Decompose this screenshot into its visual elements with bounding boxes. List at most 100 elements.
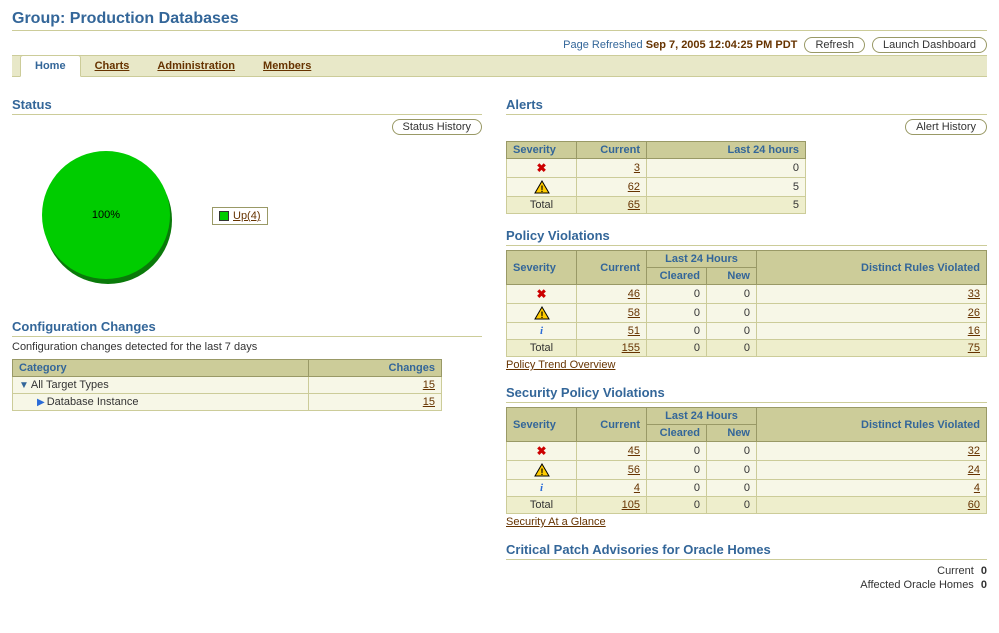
security-total-distinct[interactable]: 60 xyxy=(968,499,980,511)
policy-row-info: i 51 0 0 16 xyxy=(507,323,987,340)
alerts-crit-current[interactable]: 3 xyxy=(634,162,640,174)
security-table: Severity Current Last 24 Hours Distinct … xyxy=(506,407,987,514)
security-row-info: i 4 0 0 4 xyxy=(507,480,987,497)
alerts-total-current[interactable]: 65 xyxy=(628,199,640,211)
security-crit-distinct[interactable]: 32 xyxy=(968,445,980,457)
security-total-cleared: 0 xyxy=(647,497,707,514)
security-row-warning: ! 56 0 0 24 xyxy=(507,461,987,480)
policy-warn-cleared: 0 xyxy=(647,304,707,323)
security-total-current[interactable]: 105 xyxy=(622,499,640,511)
policy-total-distinct[interactable]: 75 xyxy=(968,342,980,354)
policy-info-new: 0 xyxy=(707,323,757,340)
policy-col-distinct: Distinct Rules Violated xyxy=(757,251,987,285)
tab-administration[interactable]: Administration xyxy=(143,56,249,76)
launch-dashboard-button[interactable]: Launch Dashboard xyxy=(872,37,987,53)
policy-info-cleared: 0 xyxy=(647,323,707,340)
alerts-row-critical: ✖ 3 0 xyxy=(507,159,806,178)
security-info-distinct[interactable]: 4 xyxy=(974,482,980,494)
security-col-cleared: Cleared xyxy=(647,425,707,442)
alerts-col-last24: Last 24 hours xyxy=(647,142,806,159)
alerts-crit-last24: 0 xyxy=(647,159,806,178)
tab-charts[interactable]: Charts xyxy=(81,56,144,76)
policy-total-new: 0 xyxy=(707,340,757,357)
config-row-all-value[interactable]: 15 xyxy=(423,379,435,391)
policy-trend-link[interactable]: Policy Trend Overview xyxy=(506,359,615,371)
tab-home[interactable]: Home xyxy=(20,55,81,77)
policy-info-distinct[interactable]: 16 xyxy=(968,325,980,337)
status-pie-label: 100% xyxy=(42,151,170,279)
config-row-all: ▼All Target Types 15 xyxy=(13,377,442,394)
security-row-critical: ✖ 45 0 0 32 xyxy=(507,442,987,461)
alerts-total-label: Total xyxy=(507,197,577,214)
policy-col-new: New xyxy=(707,268,757,285)
security-info-current[interactable]: 4 xyxy=(634,482,640,494)
security-crit-new: 0 xyxy=(707,442,757,461)
security-warn-current[interactable]: 56 xyxy=(628,464,640,476)
alerts-row-warning: ! 62 5 xyxy=(507,178,806,197)
security-glance-link[interactable]: Security At a Glance xyxy=(506,516,606,528)
svg-text:!: ! xyxy=(540,467,543,477)
page-refreshed-ts: Sep 7, 2005 12:04:25 PM PDT xyxy=(646,39,798,51)
config-row-db-label: Database Instance xyxy=(47,396,139,408)
alerts-warn-last24: 5 xyxy=(647,178,806,197)
alerts-total-last24: 5 xyxy=(647,197,806,214)
security-info-new: 0 xyxy=(707,480,757,497)
security-total-label: Total xyxy=(507,497,577,514)
info-icon: i xyxy=(540,482,543,494)
security-col-distinct: Distinct Rules Violated xyxy=(757,408,987,442)
patch-homes-label: Affected Oracle Homes xyxy=(860,579,974,591)
status-legend: Up(4) xyxy=(212,207,268,225)
patch-title: Critical Patch Advisories for Oracle Hom… xyxy=(506,542,987,560)
policy-col-cleared: Cleared xyxy=(647,268,707,285)
alerts-title: Alerts xyxy=(506,97,987,115)
policy-crit-current[interactable]: 46 xyxy=(628,288,640,300)
policy-total-label: Total xyxy=(507,340,577,357)
policy-row-warning: ! 58 0 0 26 xyxy=(507,304,987,323)
security-crit-current[interactable]: 45 xyxy=(628,445,640,457)
alerts-table: Severity Current Last 24 hours ✖ 3 0 ! 6… xyxy=(506,141,806,214)
policy-total-cleared: 0 xyxy=(647,340,707,357)
status-legend-link[interactable]: Up(4) xyxy=(233,210,261,222)
policy-col-current: Current xyxy=(577,251,647,285)
security-col-current: Current xyxy=(577,408,647,442)
page-title: Group: Production Databases xyxy=(12,10,987,31)
status-legend-swatch xyxy=(219,211,229,221)
policy-grp-last24: Last 24 Hours xyxy=(647,251,757,268)
warning-icon: ! xyxy=(534,463,550,477)
config-changes-title: Configuration Changes xyxy=(12,319,482,337)
security-warn-cleared: 0 xyxy=(647,461,707,480)
tree-collapse-icon[interactable]: ▼ xyxy=(19,380,29,391)
warning-icon: ! xyxy=(534,306,550,320)
security-warn-distinct[interactable]: 24 xyxy=(968,464,980,476)
alerts-row-total: Total 65 5 xyxy=(507,197,806,214)
config-row-db: ▶Database Instance 15 xyxy=(13,394,442,411)
security-grp-last24: Last 24 Hours xyxy=(647,408,757,425)
alerts-warn-current[interactable]: 62 xyxy=(628,181,640,193)
policy-warn-current[interactable]: 58 xyxy=(628,307,640,319)
security-col-severity: Severity xyxy=(507,408,577,442)
status-pie-chart: 100% Up(4) xyxy=(12,141,482,291)
policy-total-current[interactable]: 155 xyxy=(622,342,640,354)
patch-current-value: 0 xyxy=(981,565,987,577)
critical-icon: ✖ xyxy=(536,444,546,458)
config-col-category: Category xyxy=(13,360,309,377)
policy-crit-distinct[interactable]: 33 xyxy=(968,288,980,300)
tab-members[interactable]: Members xyxy=(249,56,325,76)
refresh-bar: Page Refreshed Sep 7, 2005 12:04:25 PM P… xyxy=(12,35,987,55)
policy-warn-distinct[interactable]: 26 xyxy=(968,307,980,319)
policy-warn-new: 0 xyxy=(707,304,757,323)
patch-current-row: Current 0 xyxy=(506,564,987,578)
config-row-db-value[interactable]: 15 xyxy=(423,396,435,408)
alerts-col-severity: Severity xyxy=(507,142,577,159)
status-title: Status xyxy=(12,97,482,115)
security-info-cleared: 0 xyxy=(647,480,707,497)
refresh-button[interactable]: Refresh xyxy=(804,37,865,53)
patch-homes-row: Affected Oracle Homes 0 xyxy=(506,578,987,592)
policy-info-current[interactable]: 51 xyxy=(628,325,640,337)
security-title: Security Policy Violations xyxy=(506,385,987,403)
critical-icon: ✖ xyxy=(536,161,546,175)
warning-icon: ! xyxy=(534,180,550,194)
status-history-button[interactable]: Status History xyxy=(392,119,482,135)
alert-history-button[interactable]: Alert History xyxy=(905,119,987,135)
security-crit-cleared: 0 xyxy=(647,442,707,461)
